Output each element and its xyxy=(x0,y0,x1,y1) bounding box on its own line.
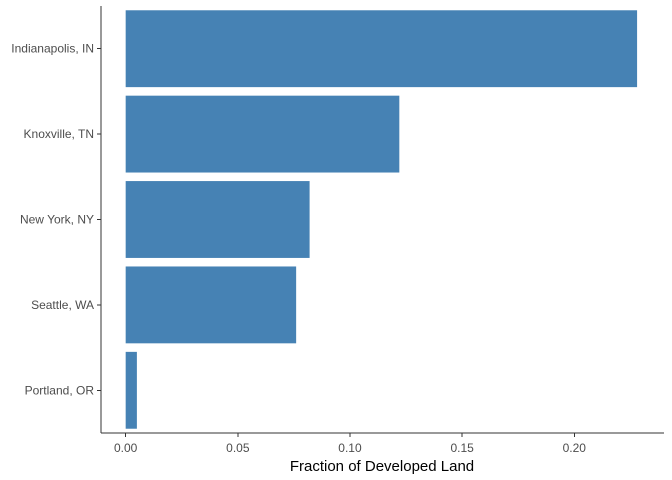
bars-group xyxy=(125,10,638,429)
x-tick-label: 0.15 xyxy=(450,441,474,455)
bar-seattle-wa xyxy=(125,266,297,344)
x-axis-title: Fraction of Developed Land xyxy=(290,458,474,475)
x-tick-label: 0.20 xyxy=(563,441,587,455)
bar-knoxville-tn xyxy=(125,95,400,173)
x-tick-label: 0.00 xyxy=(114,441,138,455)
bar-indianapolis-in xyxy=(125,10,638,88)
x-tick-label: 0.05 xyxy=(226,441,250,455)
bar-portland-or xyxy=(125,351,137,429)
bar-new-york-ny xyxy=(125,181,310,258)
y-tick-label: Portland, OR xyxy=(25,383,95,397)
y-tick-label: Indianapolis, IN xyxy=(11,42,94,56)
x-tick-label: 0.10 xyxy=(338,441,362,455)
y-tick-label: Knoxville, TN xyxy=(24,127,94,141)
y-tick-label: New York, NY xyxy=(20,213,94,227)
y-tick-label: Seattle, WA xyxy=(31,298,94,312)
y-ticks-group: Indianapolis, IN Knoxville, TN New York, N… xyxy=(11,42,101,397)
x-ticks-group: 0.00 0.05 0.10 0.15 0.20 xyxy=(114,433,586,455)
